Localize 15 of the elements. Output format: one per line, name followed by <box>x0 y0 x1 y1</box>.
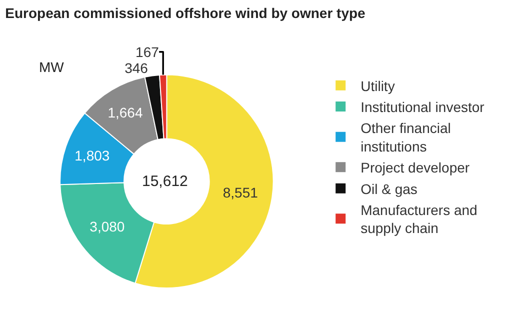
legend-label: Manufacturers and supply chain <box>360 202 478 236</box>
legend-label: Other financial institutions <box>360 120 451 154</box>
text: MW <box>39 59 65 75</box>
data-label: 8,551 <box>222 184 258 201</box>
legend-label: Project developer <box>360 160 470 176</box>
chart-title: European commissioned offshore wind by owner type <box>5 5 366 21</box>
data-label: 3,080 <box>90 218 125 235</box>
data-label: 1,664 <box>108 104 143 121</box>
data-label: 346 <box>124 60 148 76</box>
legend-label: Utility <box>360 78 395 94</box>
legend-label: Oil & gas <box>360 180 418 197</box>
data-label: 167 <box>136 44 160 60</box>
data-label: 1,803 <box>74 148 110 164</box>
legend-label: Institutional investor <box>360 99 485 116</box>
text: 15,612 <box>142 173 188 190</box>
